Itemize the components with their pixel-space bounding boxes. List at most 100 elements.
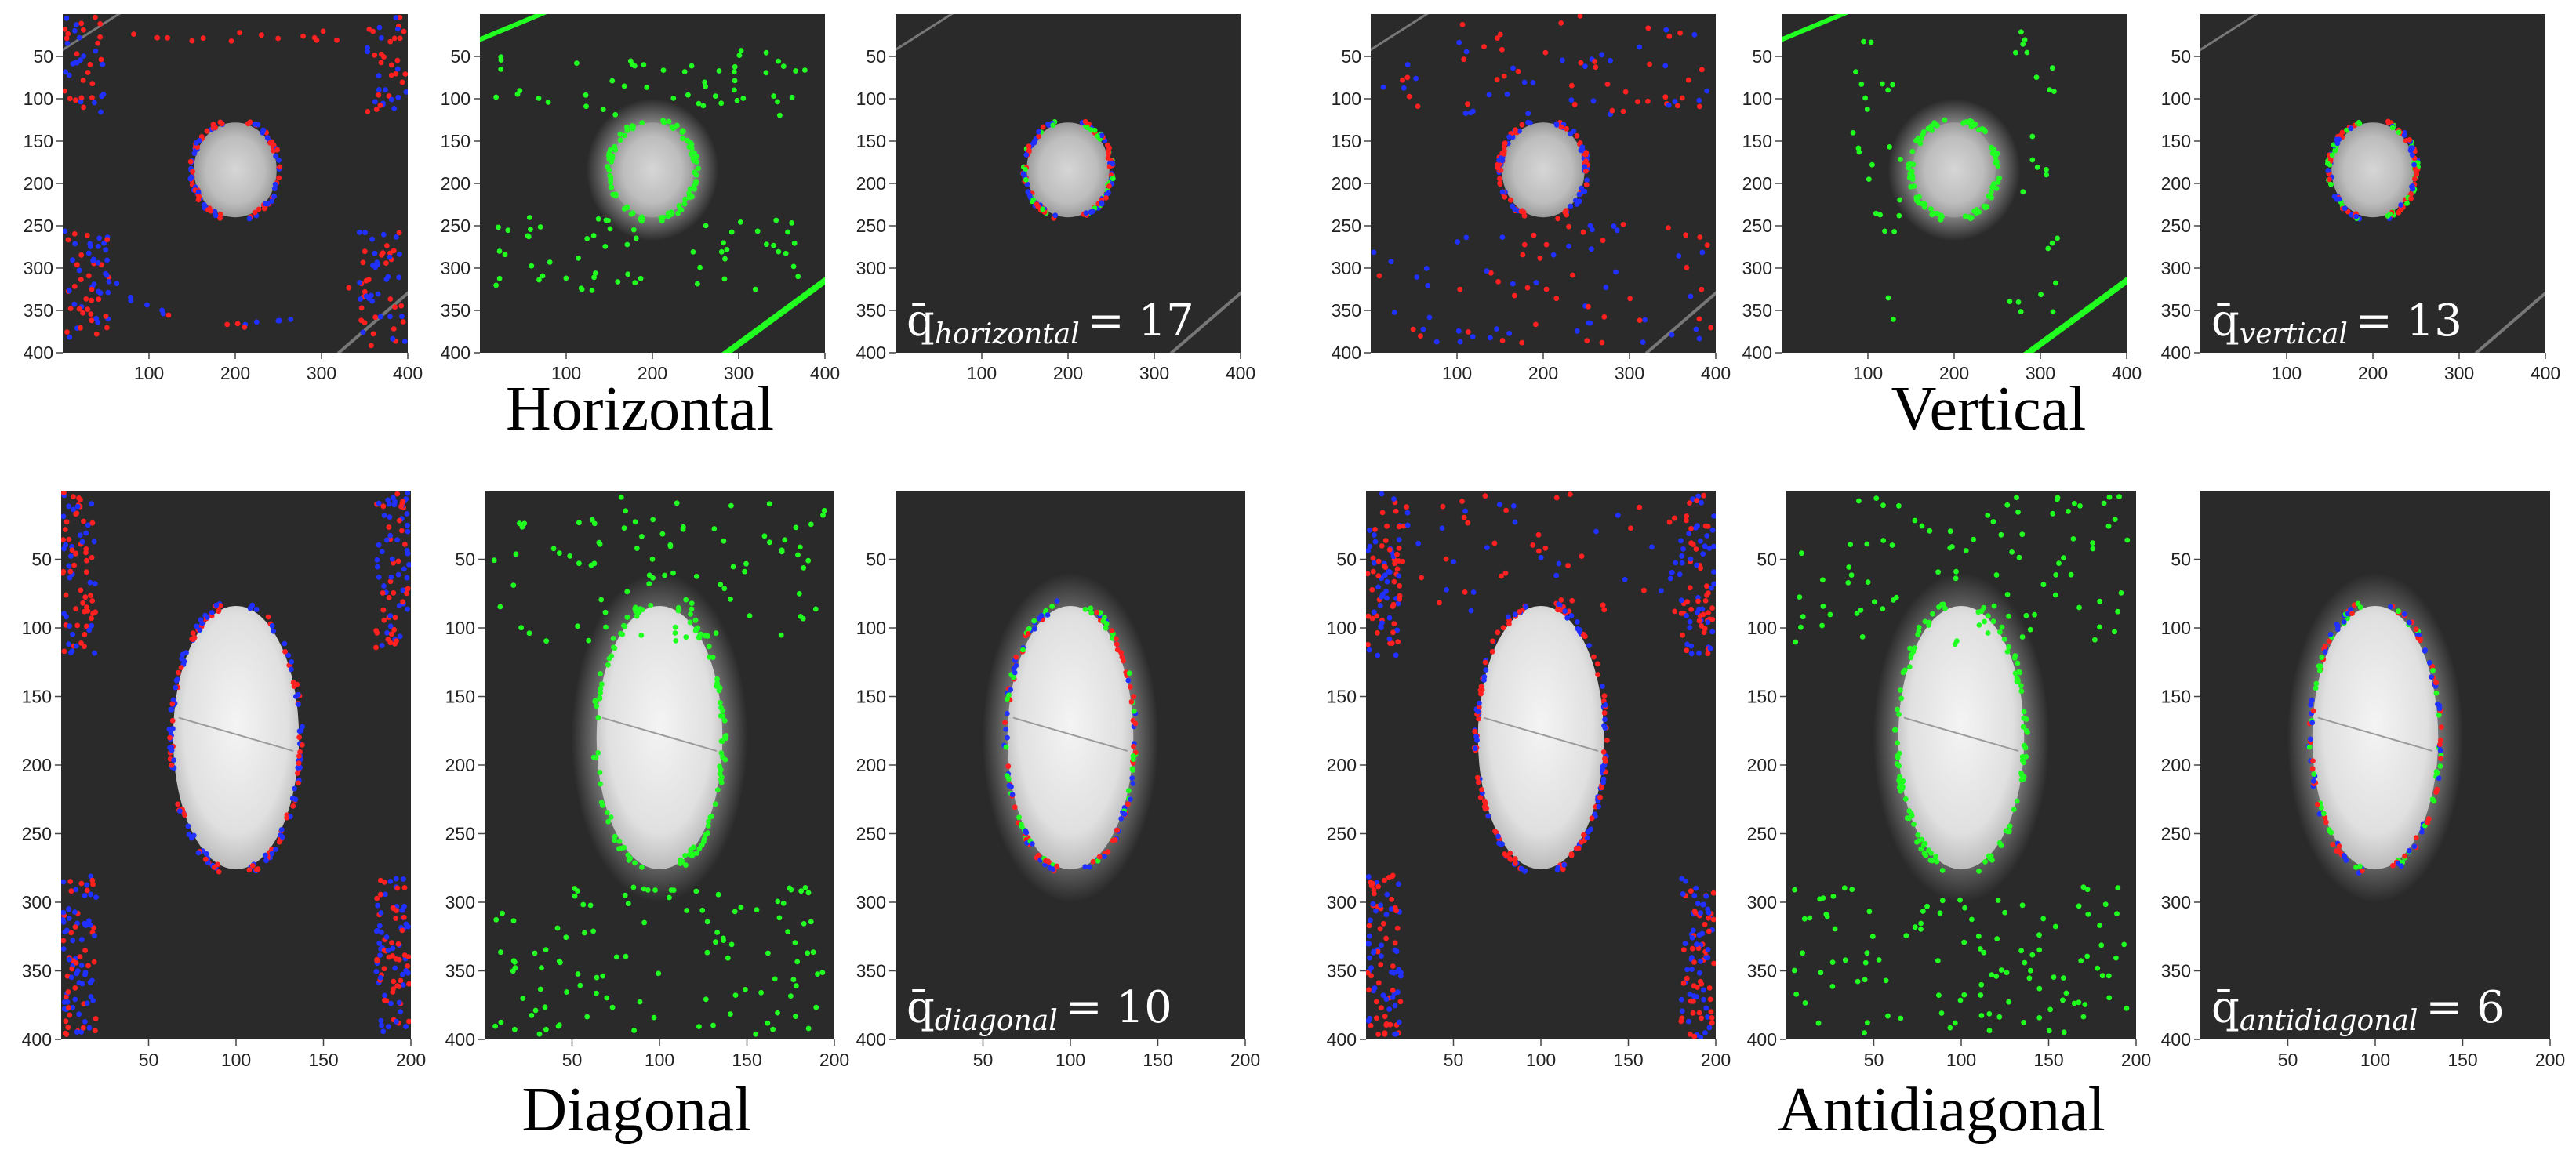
data-point — [526, 215, 532, 220]
data-point — [92, 581, 98, 586]
y-tick-label: 100 — [2161, 89, 2191, 109]
data-point — [2437, 763, 2443, 769]
data-point — [633, 235, 639, 241]
data-point — [639, 865, 645, 870]
data-point — [1566, 223, 1571, 230]
data-point — [1947, 1025, 1953, 1031]
data-point — [1396, 967, 1402, 973]
data-point — [1366, 647, 1372, 653]
data-point — [2099, 973, 2105, 979]
data-point — [2068, 571, 2074, 578]
x-tick-label: 200 — [396, 1050, 426, 1070]
data-point — [380, 607, 387, 613]
data-point — [1485, 813, 1491, 819]
data-point — [2006, 644, 2012, 650]
data-point — [1570, 272, 1575, 278]
data-point — [2007, 823, 2013, 829]
data-point — [79, 539, 85, 545]
data-point — [728, 1011, 733, 1017]
y-tick-label: 300 — [1747, 892, 1777, 912]
data-point — [502, 252, 508, 258]
data-point — [609, 1004, 616, 1010]
data-point — [1396, 573, 1402, 579]
data-point — [385, 274, 391, 280]
data-point — [387, 623, 394, 629]
data-point — [1882, 228, 1887, 234]
y-tick-label: 100 — [856, 89, 886, 109]
data-point — [1695, 523, 1700, 529]
data-point — [1990, 618, 1996, 625]
y-tick-label: 400 — [1747, 1029, 1777, 1050]
data-point — [632, 860, 638, 866]
y-tick-label: 200 — [1747, 755, 1777, 775]
data-point — [1600, 602, 1606, 608]
data-point — [369, 298, 375, 304]
data-point — [718, 767, 724, 773]
data-point — [1866, 176, 1872, 183]
data-point — [1418, 333, 1423, 339]
data-point — [82, 972, 88, 977]
data-point — [104, 325, 110, 331]
data-point — [259, 32, 264, 38]
data-point — [690, 155, 696, 161]
data-point — [2359, 868, 2365, 874]
data-point — [1477, 687, 1484, 694]
data-point — [1369, 615, 1375, 622]
data-point — [667, 542, 674, 548]
data-point — [1698, 1035, 1704, 1039]
data-point — [1502, 851, 1508, 857]
data-point — [393, 876, 399, 882]
q-value-text: q̄vertical = 13 — [2211, 296, 2462, 350]
data-point — [1858, 82, 1865, 87]
data-point — [692, 186, 697, 192]
data-point — [780, 63, 787, 69]
data-point — [387, 613, 394, 618]
data-point — [1128, 684, 1133, 690]
edge-stripe — [896, 14, 954, 52]
data-point — [1995, 898, 2001, 903]
data-point — [195, 189, 202, 195]
data-point — [1375, 573, 1382, 578]
data-point — [89, 95, 95, 100]
data-point — [790, 263, 797, 270]
data-point — [271, 194, 277, 199]
data-point — [1976, 868, 1982, 874]
data-point — [399, 927, 405, 934]
data-point — [1413, 75, 1419, 82]
data-point — [213, 602, 220, 608]
edge-stripe — [2475, 291, 2545, 353]
data-point — [1499, 189, 1506, 195]
data-point — [1383, 589, 1389, 594]
data-point — [2101, 500, 2107, 506]
data-point — [86, 1025, 93, 1031]
q-symbol: q̄ — [2211, 296, 2240, 346]
data-point — [1384, 891, 1390, 898]
data-point — [775, 99, 780, 105]
data-point — [603, 217, 609, 223]
data-point — [1404, 62, 1411, 67]
data-point — [1922, 840, 1928, 847]
data-point — [1957, 997, 1964, 1003]
data-point — [1391, 621, 1397, 627]
data-point — [76, 1011, 82, 1017]
data-point — [72, 241, 78, 247]
data-point — [1907, 645, 1913, 651]
data-point — [1375, 652, 1381, 658]
data-point — [66, 563, 72, 569]
data-point — [1602, 758, 1608, 764]
data-point — [656, 970, 662, 977]
data-point — [624, 615, 630, 620]
data-point — [1990, 519, 1996, 524]
y-tick-label: 300 — [1327, 892, 1357, 912]
y-tick-label: 300 — [441, 258, 471, 278]
data-point — [1531, 232, 1537, 238]
data-point — [2098, 942, 2105, 948]
data-point — [1502, 194, 1508, 200]
data-point — [1918, 920, 1924, 927]
data-point — [1494, 326, 1499, 332]
data-point — [607, 226, 613, 232]
data-point — [1969, 916, 1975, 923]
data-point — [2411, 843, 2418, 850]
data-point — [2437, 747, 2443, 753]
data-point — [104, 272, 110, 278]
